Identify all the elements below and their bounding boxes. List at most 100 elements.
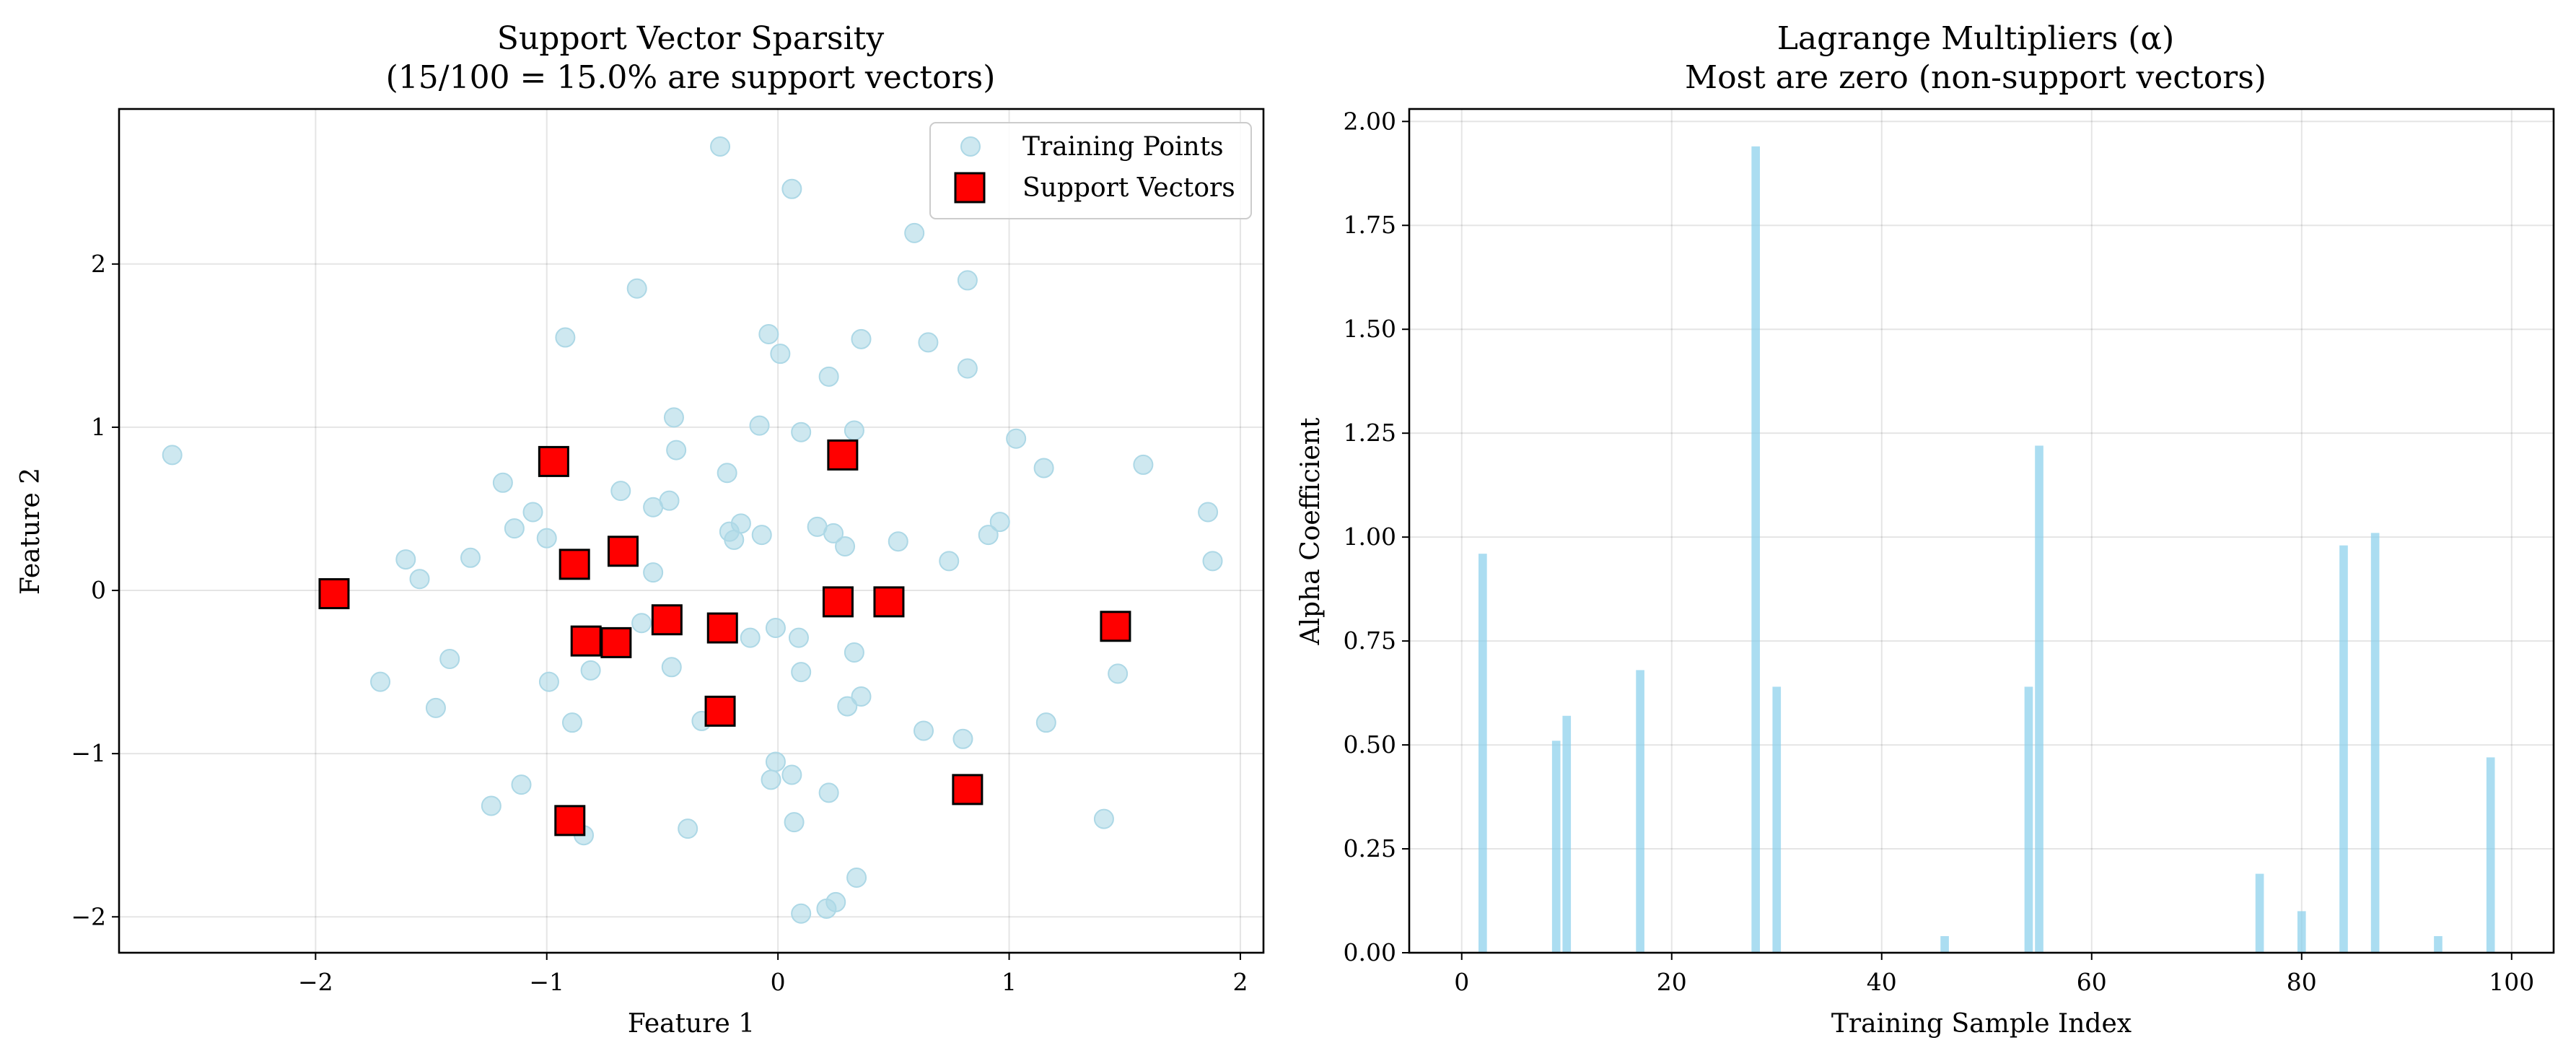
support-vector-point (822, 586, 854, 618)
training-point (765, 618, 786, 639)
bar-x-label: Training Sample Index (1831, 1009, 2132, 1039)
legend-support-marker (954, 172, 986, 204)
training-point (835, 536, 856, 556)
scatter-y-tick-label-0: 0 (91, 576, 106, 604)
training-point (823, 523, 844, 543)
training-point (816, 898, 837, 919)
scatter-title: Support Vector Sparsity (497, 20, 885, 57)
scatter-x-label: Feature 1 (628, 1009, 755, 1039)
training-point (536, 528, 557, 549)
scatter-y-tick-label--2: −2 (71, 902, 106, 930)
training-point (1093, 808, 1114, 829)
scatter-x-tick-label--2: −2 (298, 968, 333, 996)
alpha-bar-93 (2434, 935, 2443, 953)
bar-y-tick-label-1-25: 1.25 (1344, 419, 1396, 447)
support-vector-point (873, 586, 905, 618)
alpha-bar-17 (1636, 670, 1644, 953)
training-point (370, 671, 391, 692)
alpha-bars-series (1478, 146, 2495, 953)
training-point (791, 662, 812, 683)
alpha-bar-46 (1940, 935, 1949, 953)
training-point (710, 136, 731, 157)
scatter-subtitle: (15/100 = 15.0% are support vectors) (386, 59, 996, 96)
support-vector-point (952, 774, 983, 805)
training-point (522, 502, 543, 523)
training-point (888, 531, 908, 552)
legend-box (929, 122, 1252, 219)
training-point (914, 720, 934, 741)
bar-x-tick-label-100: 100 (2489, 968, 2534, 996)
training-point (538, 671, 559, 692)
scatter-x-tick-label-0: 0 (771, 968, 786, 996)
support-vector-point (318, 578, 350, 610)
bar-x-tick-label-40: 40 (1867, 968, 1897, 996)
support-vector-point (607, 536, 639, 567)
alpha-bar-55 (2035, 445, 2043, 953)
bar-x-tick-label-60: 60 (2077, 968, 2107, 996)
alpha-bar-10 (1562, 715, 1572, 953)
support-vector-point (570, 625, 602, 657)
training-point (643, 562, 664, 583)
scatter-plot-frame (118, 108, 1265, 954)
scatter-y-label: Feature 2 (16, 468, 45, 595)
training-point (1108, 663, 1129, 684)
training-point (666, 440, 687, 460)
training-point (1133, 454, 1154, 475)
alpha-bar-9 (1551, 741, 1561, 953)
bar-title: Lagrange Multipliers (α) (1777, 20, 2175, 57)
training-point (952, 728, 973, 749)
bar-subtitle: Most are zero (non-support vectors) (1685, 59, 2266, 96)
bar-y-tick-label-1: 1.00 (1344, 523, 1396, 551)
training-point (770, 344, 791, 364)
training-point (791, 903, 812, 924)
training-point (1202, 551, 1223, 572)
bar-y-label: Alpha Coefficient (1296, 417, 1326, 645)
training-point (844, 642, 864, 663)
training-point (761, 769, 781, 790)
alpha-bar-54 (2024, 686, 2033, 953)
alpha-bar-2 (1478, 554, 1487, 953)
legend: Training Points Support Vectors (929, 122, 1252, 219)
scatter-x-tick-label-2: 2 (1232, 968, 1248, 996)
scatter-grid (119, 109, 1263, 953)
bar-y-tick-label-0-25: 0.25 (1344, 834, 1396, 863)
training-point (663, 407, 684, 428)
training-point (784, 812, 805, 833)
support-vector-point (558, 549, 590, 580)
training-point (409, 569, 430, 590)
bar-y-tick-label-0-75: 0.75 (1344, 626, 1396, 655)
bar-x-tick-label-0: 0 (1454, 968, 1469, 996)
training-point (781, 178, 802, 199)
alpha-bar-87 (2370, 533, 2380, 953)
scatter-x-axis: −2 −1 0 1 2 (298, 953, 1248, 996)
support-vector-point (827, 439, 859, 471)
alpha-bar-84 (2339, 545, 2348, 953)
alpha-bar-28 (1751, 146, 1760, 953)
scatter-x-tick-label-1: 1 (1002, 968, 1017, 996)
training-point (1198, 502, 1219, 523)
training-point (555, 327, 576, 348)
bar-x-tick-label-80: 80 (2287, 968, 2317, 996)
scatter-y-axis: −2 −1 0 1 2 (71, 250, 119, 930)
training-point (631, 613, 652, 634)
training-point (788, 627, 809, 648)
legend-training-marker (960, 136, 981, 157)
training-point (740, 627, 761, 648)
training-point (626, 278, 647, 299)
training-point (162, 445, 183, 466)
training-point (492, 472, 513, 493)
support-vector-point (554, 805, 586, 837)
training-point (751, 525, 772, 546)
training-point (439, 648, 460, 669)
training-point (918, 332, 939, 353)
alpha-bar-30 (1772, 686, 1782, 953)
training-point (957, 358, 978, 379)
scatter-y-tick-label-1: 1 (91, 413, 106, 441)
support-vectors-series (318, 439, 1131, 837)
alpha-bar-98 (2486, 757, 2495, 953)
training-point (717, 463, 737, 484)
bar-plot-frame (1408, 108, 2555, 954)
training-point (844, 420, 864, 441)
training-point (580, 660, 601, 681)
